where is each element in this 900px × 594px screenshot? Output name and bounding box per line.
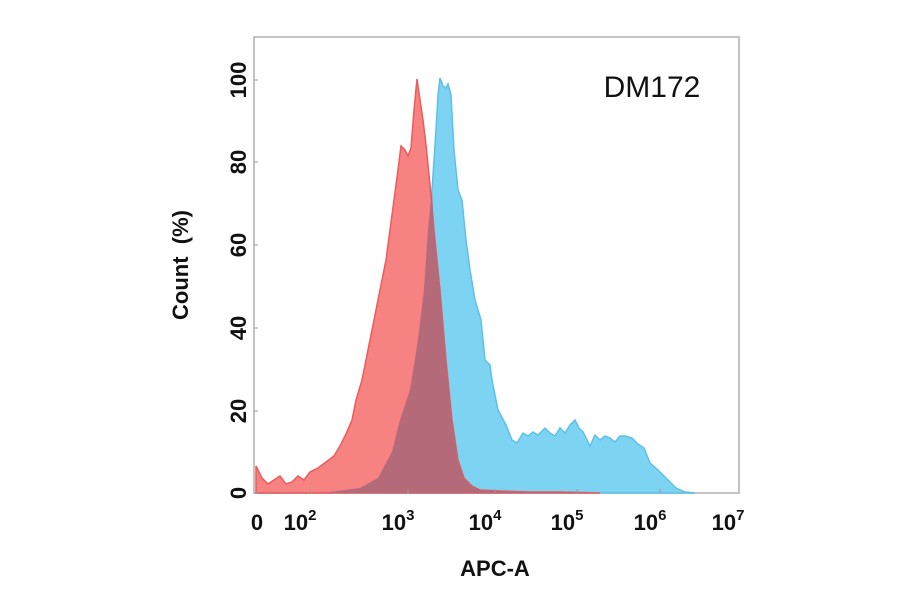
x-tick-1e3: 103 — [382, 507, 415, 535]
y-axis-title: Count (%) — [168, 210, 193, 320]
svg-text:40: 40 — [226, 316, 251, 340]
y-tick-labels: 0 20 40 60 80 100 — [226, 62, 251, 499]
x-tick-0: 0 — [251, 510, 263, 535]
svg-text:60: 60 — [226, 233, 251, 257]
y-axis — [254, 79, 258, 494]
x-tick-1e7: 107 — [712, 507, 745, 535]
x-axis-title: APC-A — [460, 556, 530, 581]
x-tick-1e2: 102 — [284, 507, 317, 535]
series-stained-area — [255, 77, 696, 494]
sample-label: DM172 — [604, 71, 701, 104]
svg-text:0: 0 — [226, 487, 251, 499]
svg-text:80: 80 — [226, 150, 251, 174]
x-tick-labels: 0 102 103 104 105 106 107 — [251, 507, 745, 535]
x-tick-1e5: 105 — [551, 507, 584, 535]
x-axis — [309, 489, 661, 493]
x-tick-1e4: 104 — [469, 507, 502, 535]
x-tick-1e6: 106 — [634, 507, 667, 535]
svg-text:100: 100 — [226, 62, 251, 99]
svg-text:20: 20 — [226, 399, 251, 423]
